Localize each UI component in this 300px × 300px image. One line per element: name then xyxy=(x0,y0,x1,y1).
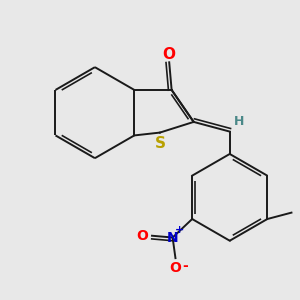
Text: O: O xyxy=(169,261,181,275)
Text: -: - xyxy=(182,259,188,273)
Text: O: O xyxy=(163,47,176,62)
Text: N: N xyxy=(167,230,178,244)
Text: +: + xyxy=(175,225,184,235)
Text: H: H xyxy=(233,115,244,128)
Text: S: S xyxy=(155,136,166,151)
Text: O: O xyxy=(136,229,148,243)
